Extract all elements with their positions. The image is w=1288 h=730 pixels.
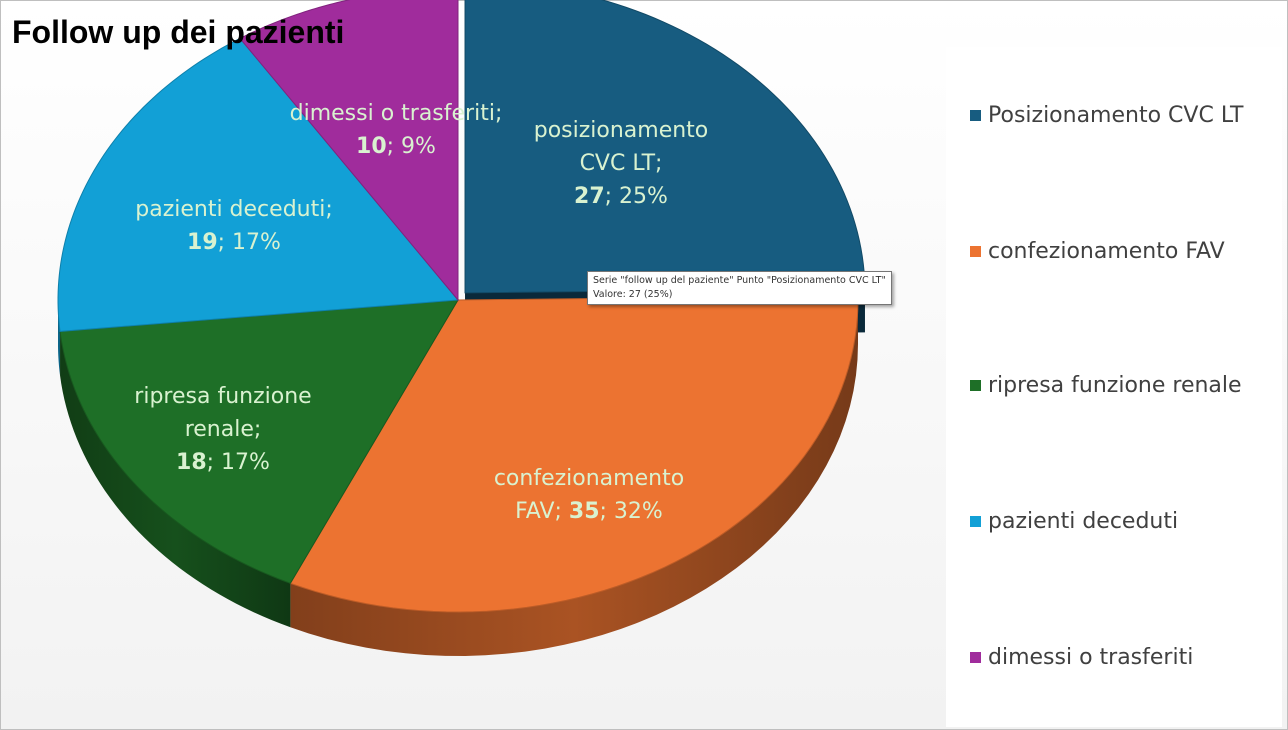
legend-swatch bbox=[970, 110, 981, 121]
pie-slice-posizionamento-cvc-lt[interactable] bbox=[464, 0, 866, 294]
data-label-name: pazienti deceduti; bbox=[135, 197, 333, 222]
legend-label: confezionamento FAV bbox=[988, 239, 1225, 264]
pie-slice-confezionamento-fav[interactable] bbox=[289, 294, 859, 613]
legend-label: Posizionamento CVC LT bbox=[988, 103, 1244, 128]
tooltip-series: Serie "follow up del paziente" Punto "Po… bbox=[593, 275, 886, 286]
data-label-value: FAV; 35; 32% bbox=[515, 499, 663, 524]
pie-slice-ripresa-funzione-renale[interactable] bbox=[59, 299, 459, 584]
pie-side-2 bbox=[60, 331, 291, 628]
data-label-value: 10; 9% bbox=[356, 134, 436, 159]
data-label-name: dimessi o trasferiti; bbox=[289, 101, 503, 126]
data-label-name: confezionamento bbox=[493, 466, 685, 491]
legend-swatch bbox=[970, 652, 981, 663]
pie-slice-dimessi-o-trasferiti[interactable] bbox=[239, 0, 459, 302]
data-label-value: 19; 17% bbox=[187, 230, 281, 255]
pie-slice-pazienti-deceduti[interactable] bbox=[57, 37, 460, 332]
data-label-2: ripresa funzione renale; 18; 17% bbox=[134, 380, 311, 479]
data-label-name: ripresa funzione bbox=[134, 384, 312, 409]
legend-swatch bbox=[970, 380, 981, 391]
data-label-value: 27; 25% bbox=[574, 184, 668, 209]
data-label-0: posizionamento CVC LT; 27; 25% bbox=[534, 114, 709, 213]
data-label-name: posizionamento bbox=[533, 118, 709, 143]
pie-slices bbox=[57, 0, 866, 613]
legend: Posizionamento CVC LT confezionamento FAV… bbox=[946, 47, 1282, 727]
legend-label: pazienti deceduti bbox=[988, 509, 1179, 534]
data-label-name: renale; bbox=[184, 417, 262, 442]
legend-label: dimessi o trasferiti bbox=[988, 645, 1194, 670]
legend-item-2[interactable]: ripresa funzione renale bbox=[970, 373, 1242, 398]
legend-swatch bbox=[970, 516, 981, 527]
data-label-1: confezionamento FAV; 35; 32% bbox=[494, 462, 684, 528]
legend-item-4[interactable]: dimessi o trasferiti bbox=[970, 645, 1193, 670]
data-label-4: dimessi o trasferiti; 10; 9% bbox=[290, 97, 503, 163]
data-label-name: CVC LT; bbox=[579, 151, 663, 176]
legend-label: ripresa funzione renale bbox=[988, 373, 1242, 398]
legend-swatch bbox=[970, 246, 981, 257]
legend-item-1[interactable]: confezionamento FAV bbox=[970, 239, 1225, 264]
data-label-3: pazienti deceduti; 19; 17% bbox=[135, 193, 333, 259]
chart-title: Follow up dei pazienti bbox=[12, 14, 345, 50]
legend-item-3[interactable]: pazienti deceduti bbox=[970, 509, 1178, 534]
legend-item-0[interactable]: Posizionamento CVC LT bbox=[970, 103, 1243, 128]
data-label-value: 18; 17% bbox=[176, 450, 270, 475]
tooltip: Serie "follow up del paziente" Punto "Po… bbox=[587, 271, 892, 305]
pie-side-1 bbox=[290, 300, 858, 656]
tooltip-value: Valore: 27 (25%) bbox=[593, 289, 673, 300]
